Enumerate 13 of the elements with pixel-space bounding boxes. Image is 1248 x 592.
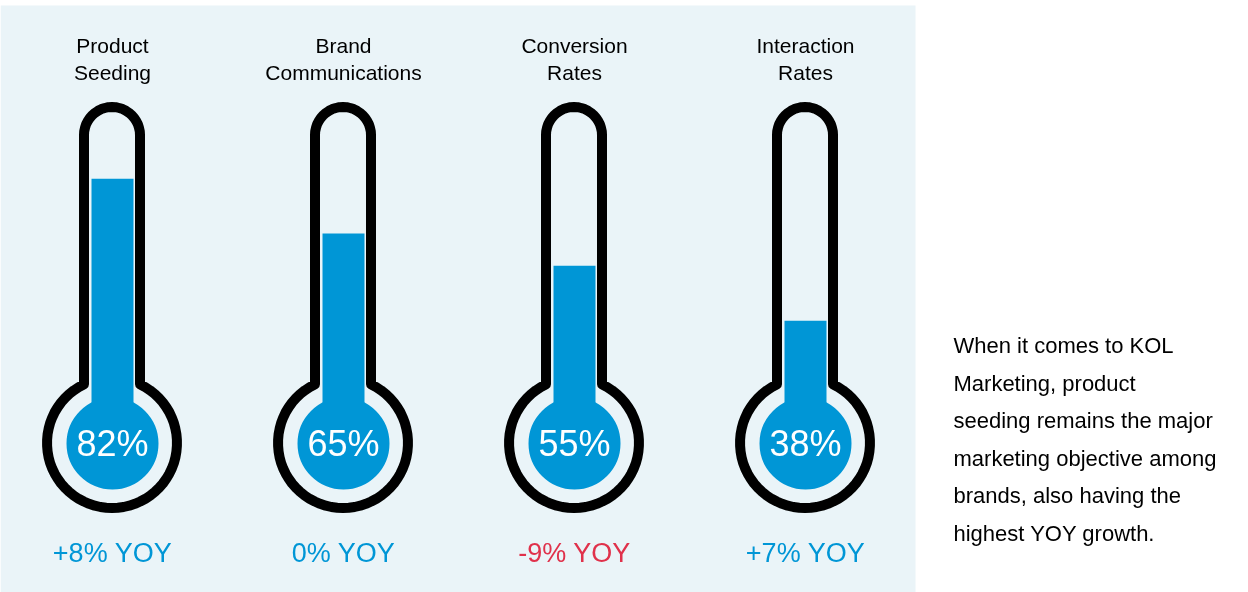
- data-label: 65%: [307, 423, 380, 464]
- text: -9% YOY: [518, 537, 631, 568]
- text: 0% YOY: [291, 537, 395, 568]
- text: +7% YOY: [745, 537, 865, 568]
- x-tick-label: Conversion Rates: [521, 33, 628, 85]
- x-tick-label: Brand Communications: [265, 33, 422, 85]
- data-label: 82%: [76, 423, 149, 464]
- x-tick-label: Interaction Rates: [756, 33, 855, 85]
- data-label: 55%: [538, 423, 611, 464]
- text: +8% YOY: [52, 537, 172, 568]
- data-label: 38%: [769, 423, 842, 464]
- text: When it comes to KOL Marketing, product seeding remains the major marketing objective among brands, also having the highest YOY growth.: [953, 333, 1217, 546]
- x-tick-label: Product Seeding: [73, 33, 152, 85]
